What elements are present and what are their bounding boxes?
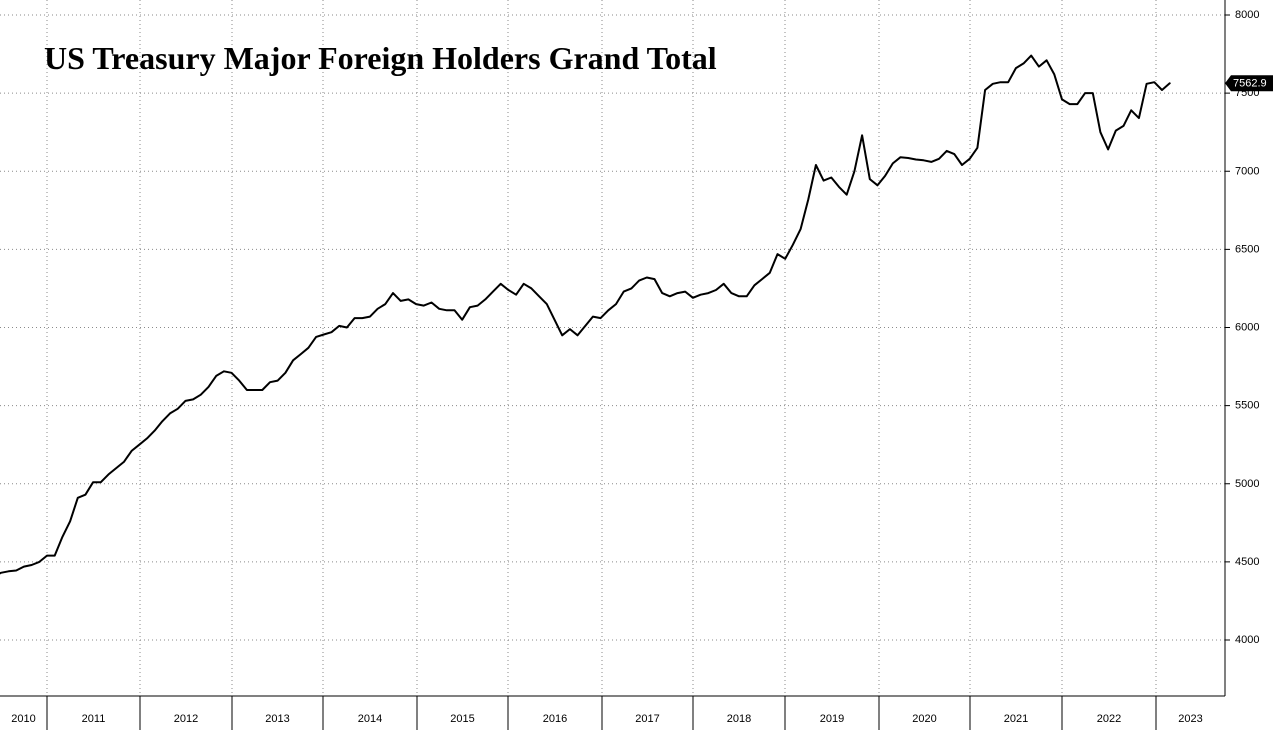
y-tick-label: 6500	[1235, 243, 1259, 255]
last-value-badge-background	[1225, 75, 1273, 92]
x-tick-label: 2022	[1097, 713, 1121, 725]
x-tick-label: 2020	[912, 713, 936, 725]
x-axis-ticks: 2010 2011 2012 2013 2014 2015 2016 2017 2018 2019…	[11, 696, 1203, 730]
x-tick-label: 2014	[358, 713, 382, 725]
y-tick-label: 4000	[1235, 634, 1259, 646]
x-tick-label: 2021	[1004, 713, 1028, 725]
x-tick-label: 2012	[174, 713, 198, 725]
x-tick-label: 2011	[82, 713, 106, 725]
x-tick-label: 2010	[11, 713, 35, 725]
x-tick-label: 2019	[820, 713, 844, 725]
chart-title: US Treasury Major Foreign Holders Grand …	[44, 40, 717, 76]
last-value-badge: 7562.9	[1225, 75, 1273, 92]
x-tick-label: 2023	[1178, 713, 1202, 725]
last-value-label: 7562.9	[1233, 77, 1267, 89]
x-tick-label: 2013	[265, 713, 289, 725]
y-tick-label: 6000	[1235, 322, 1259, 334]
y-tick-label: 5500	[1235, 400, 1259, 412]
y-tick-label: 5000	[1235, 478, 1259, 490]
x-tick-label: 2018	[727, 713, 751, 725]
x-tick-label: 2016	[543, 713, 567, 725]
x-tick-label: 2017	[635, 713, 659, 725]
y-tick-label: 7000	[1235, 165, 1259, 177]
series-line	[0, 54, 1171, 575]
y-tick-label: 4500	[1235, 556, 1259, 568]
x-tick-label: 2015	[450, 713, 474, 725]
grid	[0, 0, 1225, 696]
y-tick-label: 8000	[1235, 9, 1259, 21]
axes	[0, 0, 1226, 697]
